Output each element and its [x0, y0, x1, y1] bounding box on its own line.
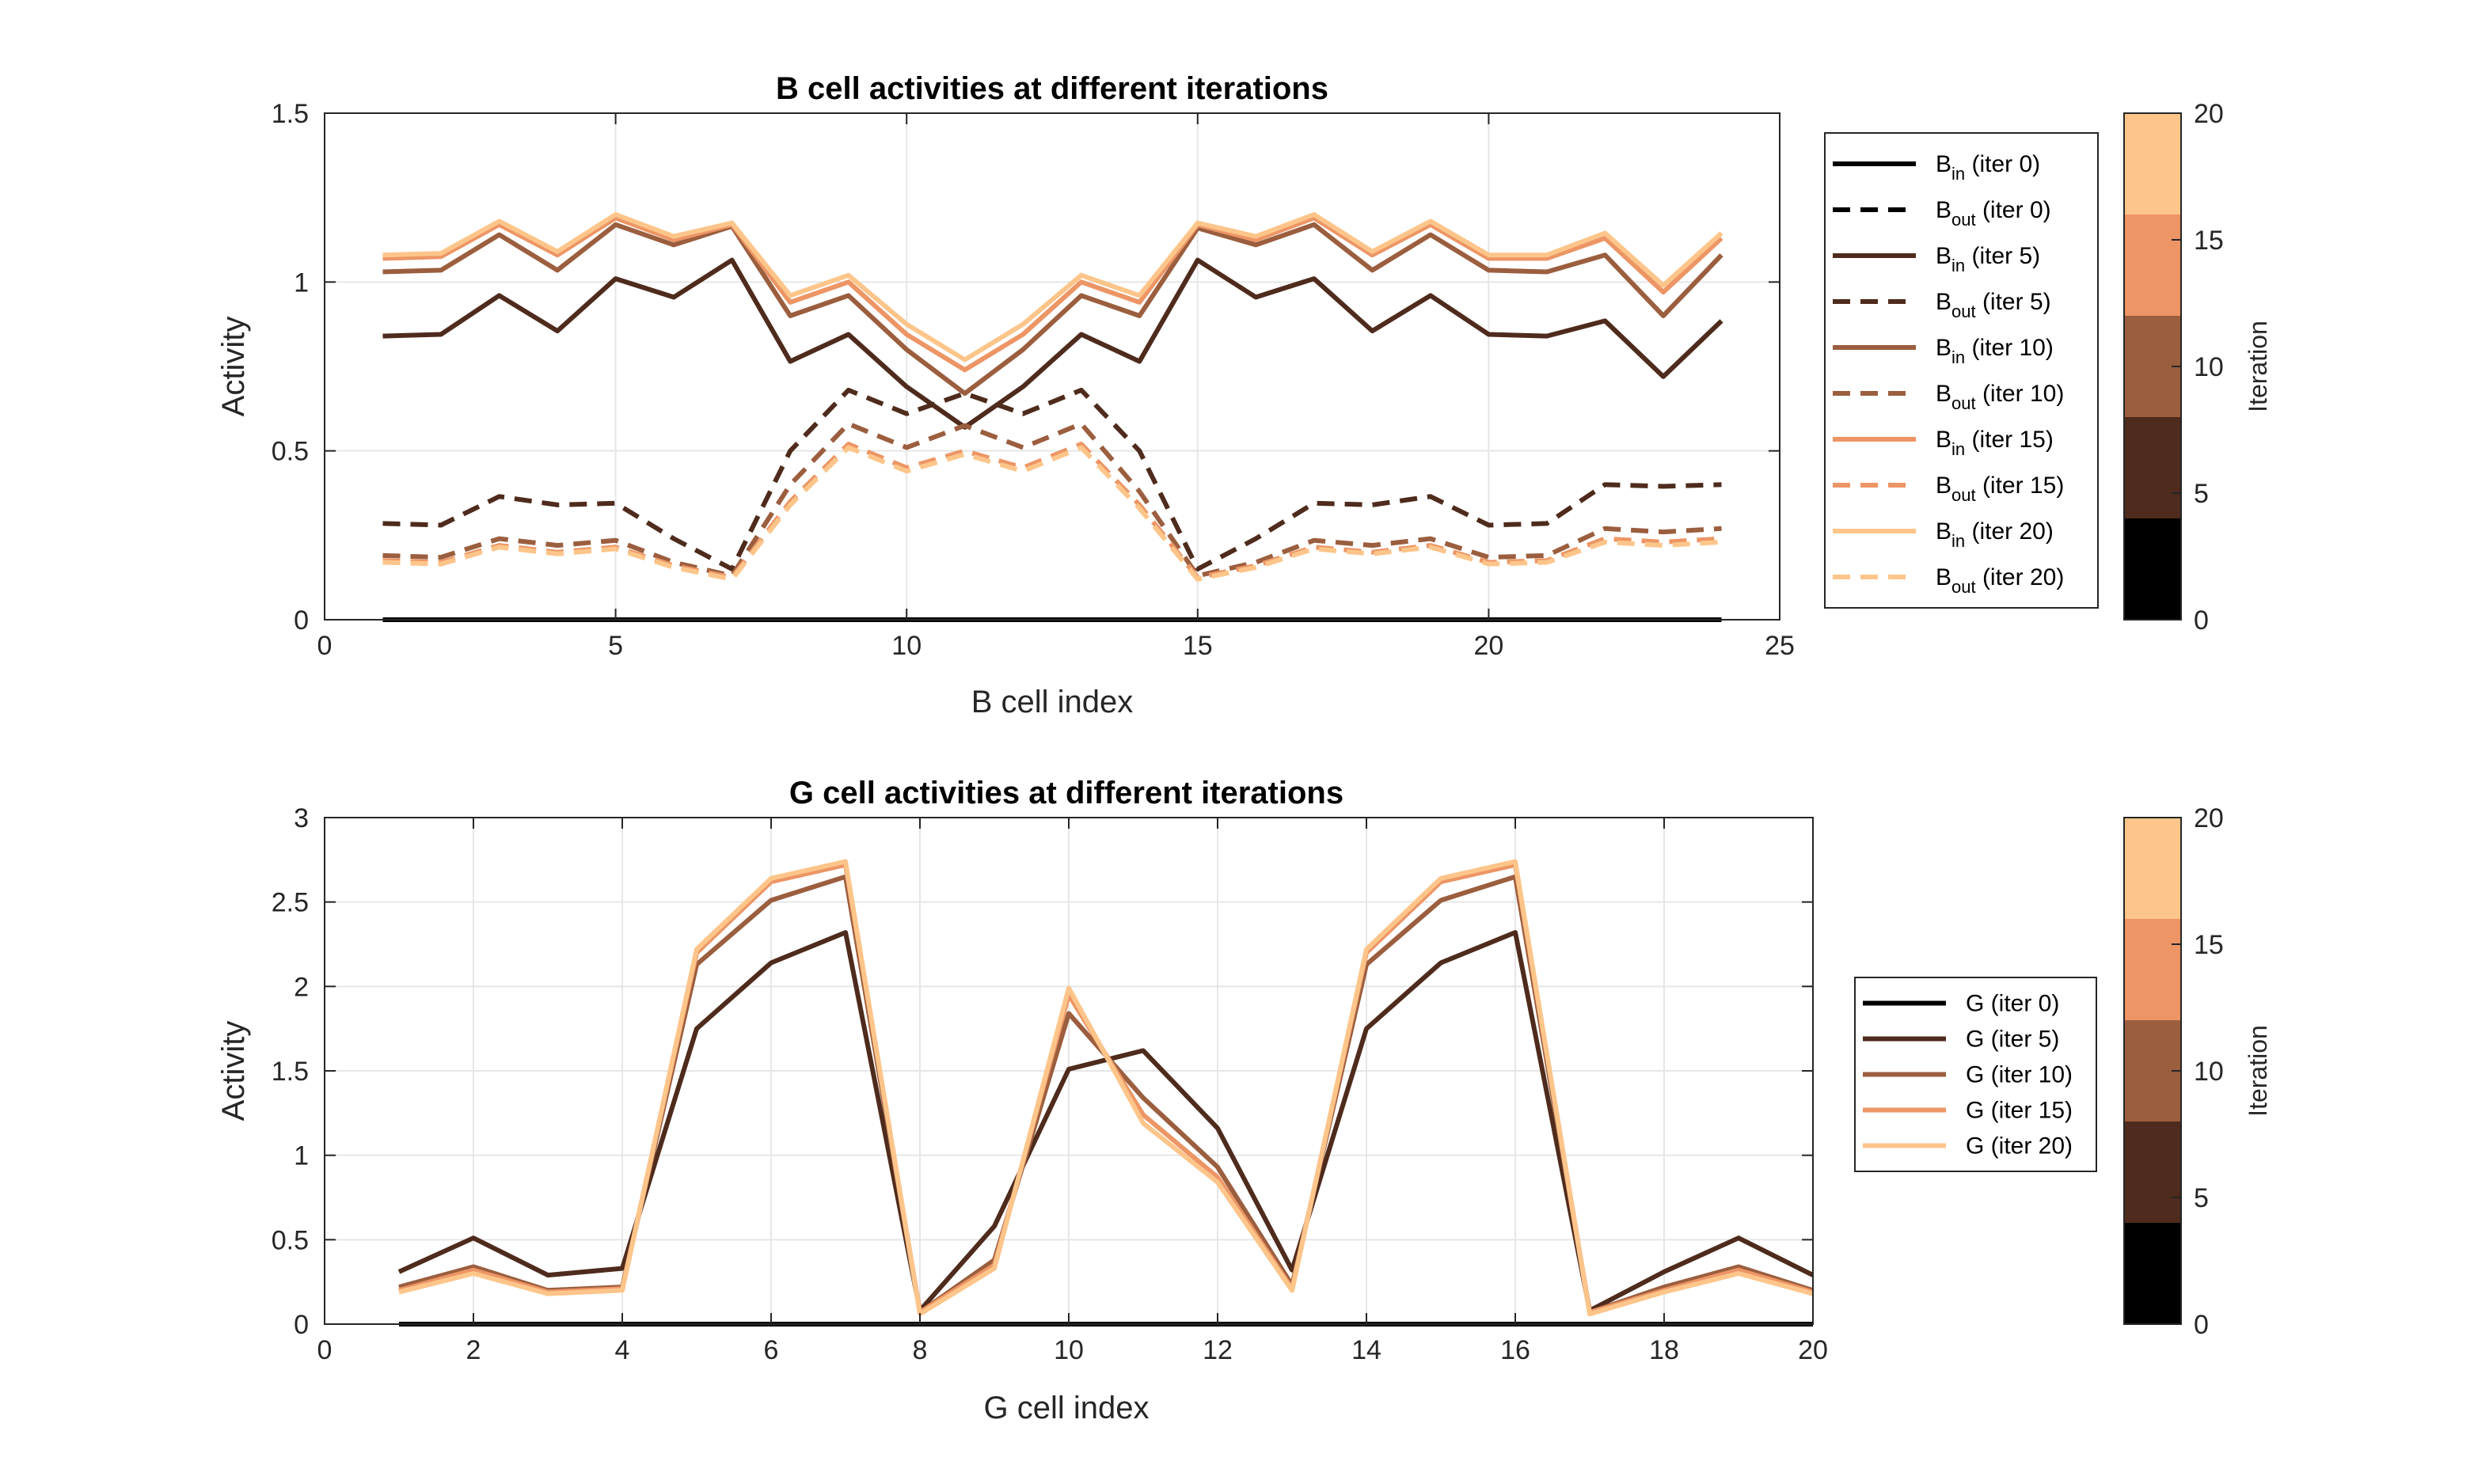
legend-entry: Bout (iter 20) — [1936, 564, 2064, 597]
series-line-5 — [382, 421, 1722, 579]
y-tick-label: 1.5 — [272, 99, 309, 129]
x-tick-label: 20 — [1798, 1335, 1828, 1365]
colorbar-segment — [2124, 518, 2181, 620]
legend-entry: Bin (iter 15) — [1936, 427, 2054, 459]
x-tick-label: 0 — [317, 631, 333, 661]
colorbar-segment — [2124, 919, 2181, 1020]
series-line-4 — [398, 859, 1814, 1317]
x-tick-label: 16 — [1500, 1335, 1530, 1365]
legend-entry: G (iter 10) — [1966, 1062, 2073, 1088]
y-tick-label: 2 — [294, 972, 309, 1002]
b-chart-title: B cell activities at different iteration… — [776, 71, 1328, 106]
colorbar-segment — [2124, 1122, 2181, 1223]
legend-entry: Bin (iter 10) — [1936, 335, 2054, 367]
colorbar-tick-label: 20 — [2194, 99, 2224, 129]
colorbar-label: Iteration — [2244, 1025, 2272, 1117]
b-plot-box — [324, 112, 1780, 621]
x-tick-label: 25 — [1765, 631, 1795, 661]
colorbar-tick-label: 10 — [2194, 1057, 2224, 1087]
colorbar-tick-label: 5 — [2194, 479, 2209, 509]
x-tick-label: 12 — [1203, 1335, 1233, 1365]
x-tick-label: 8 — [913, 1335, 928, 1365]
x-tick-label: 18 — [1649, 1335, 1679, 1365]
colorbar-tick-label: 5 — [2194, 1183, 2209, 1213]
legend-entry: G (iter 15) — [1966, 1098, 2073, 1124]
x-tick-label: 6 — [764, 1335, 779, 1365]
y-tick-label: 0.5 — [272, 437, 309, 467]
colorbar-segment — [2124, 113, 2181, 214]
legend-entry: G (iter 0) — [1966, 991, 2059, 1017]
y-tick-label: 1.5 — [272, 1057, 309, 1087]
b-x-ticks: 0 5 10 15 20 25 — [317, 113, 1795, 661]
colorbar-label: Iteration — [2244, 321, 2272, 412]
y-tick-label: 0 — [294, 1310, 309, 1340]
g-cell-chart: 0 2 4 6 8 10 12 14 16 18 20 0 0.5 1 1.5 2 2.5 3 G cell a… — [216, 776, 2272, 1425]
colorbar-segment — [2124, 417, 2181, 518]
series-line-6 — [382, 215, 1723, 373]
b-cell-chart: 0 5 10 15 20 25 0 0.5 1 1.5 B cell activities at… — [216, 71, 2272, 719]
g-chart-title: G cell activities at different iteration… — [789, 776, 1343, 810]
colorbar-tick-label: 10 — [2194, 352, 2224, 382]
legend-entry: Bout (iter 15) — [1936, 473, 2064, 505]
colorbar-segment — [2124, 1223, 2181, 1324]
y-tick-label: 0 — [294, 605, 309, 636]
b-legend: Bin (iter 0) Bout (iter 0) Bin (iter 5) Bou… — [1824, 132, 2099, 609]
series-line-4 — [382, 222, 1723, 397]
series-line-9 — [382, 445, 1722, 582]
x-tick-label: 20 — [1473, 631, 1503, 661]
x-tick-label: 10 — [891, 631, 922, 661]
x-tick-label: 10 — [1054, 1335, 1084, 1365]
g-x-axis-label: G cell index — [984, 1391, 1150, 1425]
colorbar-segment — [2124, 214, 2181, 316]
g-legend: G (iter 0) G (iter 5) G (iter 10) G (iter 1… — [1854, 977, 2097, 1172]
g-colorbar: 0 5 10 15 20 Iteration — [2123, 803, 2272, 1340]
x-tick-label: 2 — [466, 1335, 481, 1365]
y-tick-label: 0.5 — [272, 1225, 309, 1255]
colorbar-tick-label: 20 — [2194, 803, 2224, 833]
y-tick-label: 1 — [294, 1141, 309, 1171]
b-x-axis-label: B cell index — [971, 685, 1134, 719]
y-tick-label: 1 — [294, 268, 309, 298]
b-y-axis-label: Activity — [216, 317, 251, 417]
g-x-ticks: 0 2 4 6 8 10 12 14 16 18 20 — [317, 818, 1828, 1365]
legend-entry: G (iter 20) — [1966, 1133, 2073, 1159]
colorbar-tick-label: 0 — [2194, 1310, 2209, 1340]
series-line-2 — [382, 257, 1723, 430]
x-tick-label: 4 — [615, 1335, 630, 1365]
colorbar-tick-label: 15 — [2194, 226, 2224, 256]
g-y-axis-label: Activity — [216, 1021, 251, 1122]
colorbar-tick-label: 15 — [2194, 930, 2224, 960]
y-tick-label: 2.5 — [272, 888, 309, 918]
x-tick-label: 0 — [317, 1335, 333, 1365]
legend-entry: Bin (iter 5) — [1936, 243, 2040, 275]
x-tick-label: 15 — [1183, 631, 1213, 661]
y-tick-label: 3 — [294, 803, 309, 833]
colorbar-tick-label: 0 — [2194, 605, 2209, 636]
legend-entry: Bin (iter 20) — [1936, 518, 2054, 551]
legend-entry: Bout (iter 0) — [1936, 197, 2051, 230]
x-tick-label: 5 — [608, 631, 623, 661]
legend-entry: G (iter 5) — [1966, 1027, 2059, 1053]
g-y-ticks: 0 0.5 1 1.5 2 2.5 3 — [272, 803, 1813, 1340]
b-colorbar: 0 5 10 15 20 Iteration — [2123, 99, 2272, 636]
legend-entry: Bout (iter 10) — [1936, 381, 2064, 413]
legend-entry: Bout (iter 5) — [1936, 289, 2051, 321]
legend-entry: Bin (iter 0) — [1936, 151, 2040, 184]
series-line-8 — [382, 212, 1723, 362]
colorbar-segment — [2124, 818, 2181, 919]
series-line-3 — [382, 387, 1722, 571]
b-y-ticks: 0 0.5 1 1.5 — [272, 99, 1780, 636]
x-tick-label: 14 — [1351, 1335, 1381, 1365]
